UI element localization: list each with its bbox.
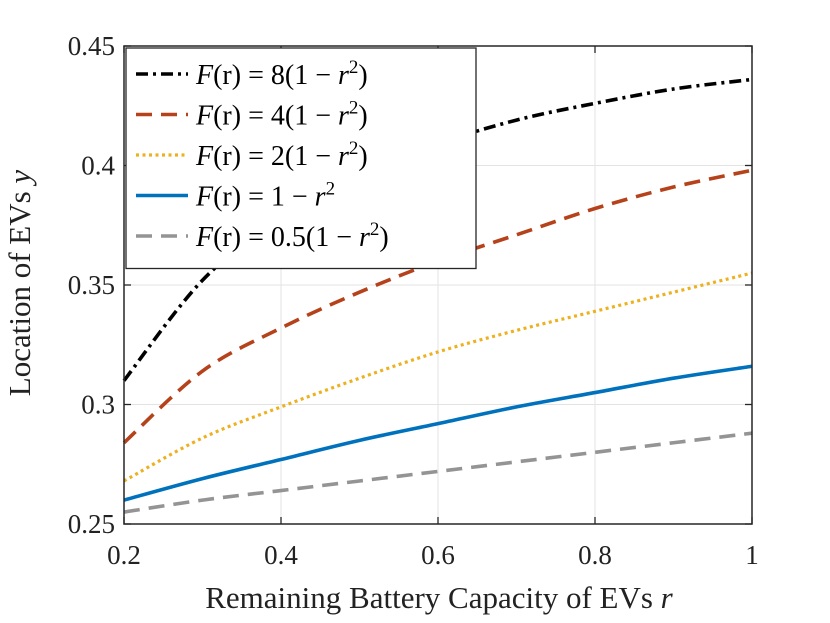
legend-entry-4: F(r) = 4(1 − r2) [136, 98, 368, 132]
x-tick-label: 0.4 [264, 540, 298, 570]
y-axis-label-text: Location of EVs [2, 191, 37, 396]
x-axis-label-var: r [661, 580, 674, 615]
x-tick-label: 0.8 [578, 540, 612, 570]
series-4-line [122, 168, 753, 445]
x-axis-label-text: Remaining Battery Capacity of EVs [205, 580, 653, 615]
x-axis-label: Remaining Battery Capacity of EVs r [205, 580, 673, 615]
x-tick-label: 0.2 [107, 540, 141, 570]
tick-labels: 0.2 0.4 0.6 0.8 1 0.25 0.3 0.35 0.4 0.45 [68, 31, 759, 570]
series-0-5-line [123, 431, 753, 514]
y-tick-label: 0.25 [68, 509, 115, 539]
series-2-line [123, 271, 753, 483]
y-tick-label: 0.4 [81, 151, 115, 181]
series-1-line [123, 364, 753, 502]
legend: F(r) = 8(1 − r2) F(r) = 4(1 − r2) F(r) = 2… [125, 47, 477, 270]
x-tick-label: 0.6 [421, 540, 455, 570]
y-tick-label: 0.45 [68, 31, 115, 61]
x-tick-label: 1 [745, 540, 759, 570]
legend-label: F(r) = 1 − r2 [195, 179, 335, 213]
y-tick-label: 0.3 [81, 390, 115, 420]
y-tick-label: 0.35 [68, 270, 115, 300]
legend-label: F(r) = 2(1 − r2) [195, 138, 368, 172]
legend-entry-8: F(r) = 8(1 − r2) [136, 57, 368, 91]
legend-entry-0-5: F(r) = 0.5(1 − r2) [136, 219, 389, 253]
legend-entry-1: F(r) = 1 − r2 [136, 179, 335, 213]
legend-label: F(r) = 8(1 − r2) [195, 57, 368, 91]
y-axis-label-var: y [2, 170, 37, 187]
legend-label: F(r) = 4(1 − r2) [195, 98, 368, 132]
legend-label: F(r) = 0.5(1 − r2) [195, 219, 389, 253]
y-axis-label: Location of EVs y [2, 170, 37, 397]
legend-box [125, 47, 477, 270]
legend-entry-2: F(r) = 2(1 − r2) [136, 138, 368, 172]
